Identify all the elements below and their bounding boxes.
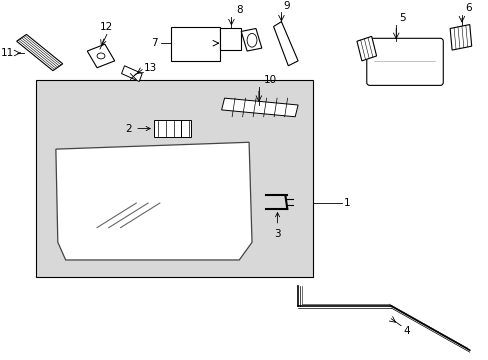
Text: 10: 10 (263, 75, 276, 85)
Polygon shape (122, 66, 142, 81)
Ellipse shape (97, 53, 105, 59)
Text: 9: 9 (283, 1, 289, 11)
Polygon shape (17, 35, 62, 71)
Polygon shape (87, 44, 115, 68)
Text: 1: 1 (344, 198, 350, 208)
Bar (36, 81, 312, 276)
Polygon shape (241, 28, 261, 51)
Text: 5: 5 (398, 13, 405, 23)
Polygon shape (449, 24, 471, 50)
Polygon shape (56, 142, 251, 260)
Polygon shape (273, 22, 298, 66)
Text: 4: 4 (402, 325, 409, 336)
Text: 2: 2 (125, 123, 150, 134)
Text: 3: 3 (274, 213, 280, 239)
Text: 7: 7 (151, 38, 158, 48)
Text: 6: 6 (464, 3, 470, 13)
Text: 12: 12 (100, 22, 113, 32)
Polygon shape (221, 98, 298, 117)
Bar (219, 28, 241, 50)
Text: 11: 11 (0, 48, 14, 58)
Polygon shape (356, 36, 376, 61)
Text: 13: 13 (144, 63, 157, 73)
Ellipse shape (246, 33, 256, 47)
Text: 8: 8 (236, 5, 243, 15)
FancyBboxPatch shape (366, 38, 442, 85)
Bar (170, 27, 219, 61)
Bar (154, 120, 191, 138)
